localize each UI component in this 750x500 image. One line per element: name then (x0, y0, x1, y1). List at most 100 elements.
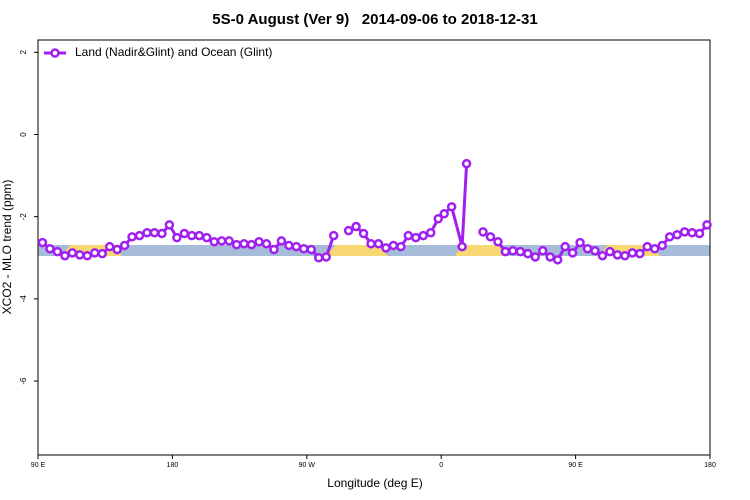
data-point (276, 236, 287, 246)
data-point (627, 248, 638, 258)
data-point (104, 241, 115, 252)
data-point (642, 241, 653, 252)
data-point (328, 230, 339, 241)
data-point (508, 246, 518, 256)
data-point (149, 227, 160, 238)
data-point (418, 230, 429, 241)
data-point (523, 248, 533, 259)
data-point (679, 227, 690, 237)
data-point (75, 250, 85, 260)
data-point (515, 246, 526, 257)
data-point (373, 239, 384, 249)
x-tick-label: 90 E (568, 462, 583, 469)
data-point (157, 228, 167, 239)
data-point (291, 241, 302, 252)
data-point (560, 241, 570, 252)
data-point (358, 228, 369, 239)
data-point (590, 246, 600, 256)
data-point (261, 239, 272, 249)
y-axis-label: XCO2 - MLO trend (ppm) (0, 180, 14, 315)
data-point (582, 243, 593, 254)
data-point (89, 248, 100, 258)
data-point (478, 227, 488, 237)
data-point (530, 252, 541, 262)
data-point (620, 250, 630, 261)
data-point (45, 243, 55, 254)
data-point (299, 243, 309, 254)
data-point (687, 227, 697, 238)
data-point (284, 240, 294, 251)
data-point (381, 243, 391, 253)
data-point (246, 239, 257, 250)
data-point (209, 236, 219, 247)
data-point (657, 240, 667, 251)
x-tick-label: 180 (167, 462, 179, 469)
data-point (597, 250, 608, 261)
data-point (216, 236, 227, 246)
data-point (112, 244, 122, 255)
legend-label: Land (Nadir&Glint) and Ocean (Glint) (75, 45, 272, 59)
data-point (500, 246, 511, 257)
data-point (485, 232, 496, 242)
data-point (172, 232, 182, 243)
data-point (97, 248, 107, 259)
data-point (37, 237, 48, 248)
data-point (425, 227, 436, 238)
data-point (605, 246, 615, 257)
data-point (142, 227, 152, 238)
y-tick-label: -2 (19, 213, 28, 221)
data-point (239, 239, 249, 249)
y-tick-label: 2 (19, 50, 28, 55)
data-point (664, 232, 675, 242)
data-point (224, 236, 234, 246)
band-yellow (455, 245, 507, 256)
data-point (119, 240, 130, 251)
data-point (649, 243, 660, 254)
chart-title: 5S-0 August (Ver 9) 2014-09-06 to 2018-1… (212, 11, 537, 28)
data-point (552, 255, 563, 265)
data-point (201, 232, 212, 243)
data-point (321, 252, 331, 262)
data-point (366, 239, 376, 249)
data-point (52, 246, 63, 257)
data-point (134, 230, 145, 241)
x-axis-label: Longitude (deg E) (327, 476, 422, 490)
x-tick-label: 0 (439, 462, 443, 469)
data-point (60, 250, 70, 261)
data-point (446, 202, 457, 212)
data-point (313, 253, 324, 263)
data-point (67, 248, 78, 258)
data-point (127, 232, 137, 242)
data-point (537, 246, 548, 256)
data-point (306, 244, 317, 255)
data-point (702, 220, 712, 230)
data-point (493, 236, 503, 247)
y-tick-label: 0 (19, 132, 28, 137)
data-point (82, 250, 93, 261)
data-point (254, 236, 264, 247)
data-point (269, 244, 279, 255)
data-point (403, 230, 414, 241)
data-point (343, 225, 354, 236)
x-tick-label: 180 (704, 462, 716, 469)
data-point (567, 248, 578, 258)
data-point (231, 239, 242, 250)
data-point (672, 230, 682, 240)
data-point (461, 158, 472, 169)
data-point (439, 209, 449, 219)
data-point (411, 232, 421, 243)
plot-frame (37, 39, 711, 456)
data-point (433, 213, 443, 224)
data-point (351, 221, 361, 232)
data-point (164, 220, 175, 230)
legend-marker (50, 48, 60, 58)
data-point (194, 230, 205, 241)
data-point (575, 237, 585, 248)
data-point (187, 230, 197, 241)
data-point (396, 241, 406, 252)
y-tick-label: -6 (19, 377, 28, 385)
data-point (457, 241, 467, 252)
data-point (179, 228, 190, 239)
data-point (545, 252, 555, 262)
